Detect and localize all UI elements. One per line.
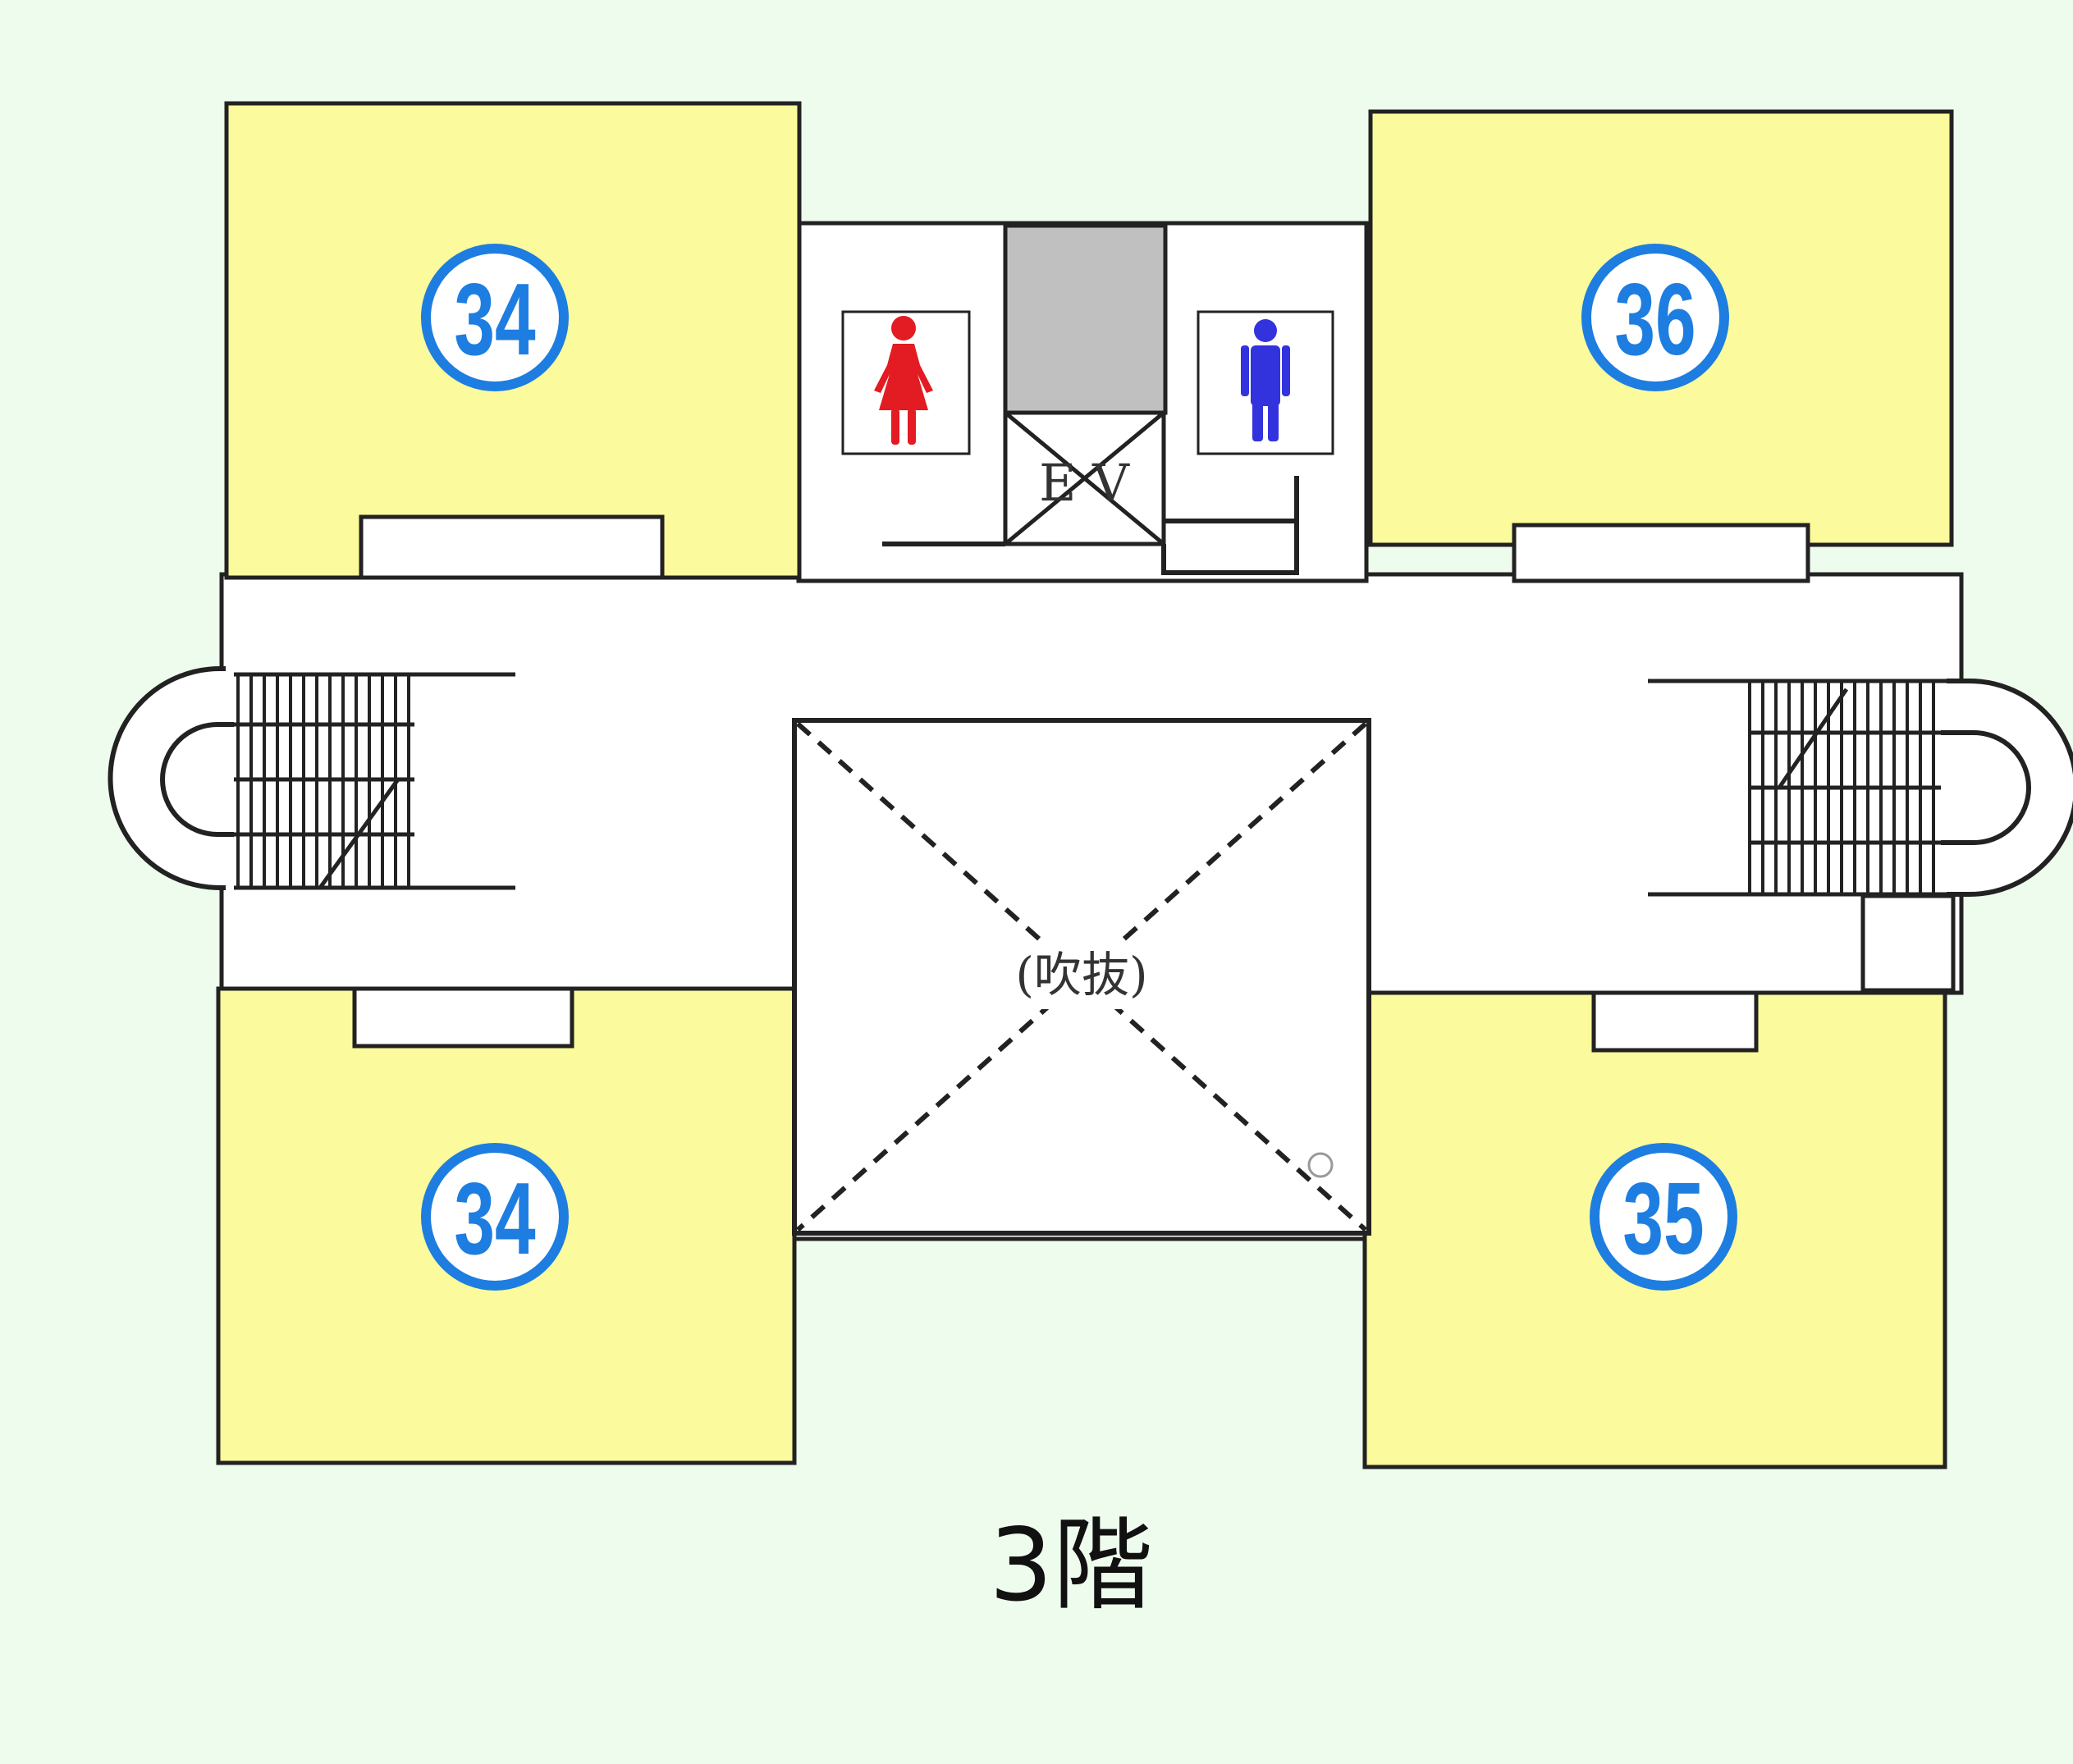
east-staircase[interactable] [1648,679,2073,993]
room-nw-doorway [359,514,665,580]
west-staircase[interactable] [108,666,516,890]
atrium-label: (吹抜) [1015,947,1147,1003]
atrium-void: (吹抜) [792,718,1371,1236]
atrium-diagonal [796,721,1367,1232]
male-restroom-icon [1241,319,1290,441]
room-ne-doorway [1512,523,1810,583]
west-stair-outer-rail [108,666,226,890]
room-badge-nw: 34 [421,244,569,391]
badge-circle [421,244,569,391]
atrium-label-backdrop [993,944,1174,1009]
room-se-doorway [1591,990,1759,1053]
badge-circle [421,1143,569,1291]
room-badge-ne: 36 [1581,244,1729,391]
east-stair-cut-line [1777,688,1849,789]
room-number-label: 36 [1614,263,1695,377]
elevator-shaft [1003,223,1168,415]
elevator-label: E V [1039,453,1130,513]
room-number-label: 34 [454,263,535,377]
partition-wall [1161,476,1299,575]
room-badge-sw: 34 [421,1143,569,1291]
room-number-label: 34 [454,1162,535,1276]
room-sw-doorway [352,986,574,1049]
east-stair-treads [1748,681,1935,894]
badge-circle [1581,244,1729,391]
east-stair-outer-rail [1947,679,2073,897]
east-stair-closet [1860,893,1956,993]
female-restroom[interactable] [841,310,971,455]
west-stair-cut-line [318,778,400,889]
west-stair-treads [236,674,410,888]
elevator[interactable]: E V [1003,223,1168,546]
floor-label: 3階 [989,1507,1153,1624]
west-stair-inner-rail [160,722,234,837]
female-restroom-icon [874,316,933,445]
badge-circle [1590,1143,1737,1291]
elevator-cross-line [1004,411,1165,546]
atrium-diagonal [796,721,1367,1232]
room-number-label: 35 [1622,1162,1704,1276]
male-restroom[interactable] [1197,310,1334,455]
pillar-marker [1307,1152,1334,1178]
east-stair-inner-rail [1941,730,2031,845]
room-badge-se: 35 [1590,1143,1737,1291]
